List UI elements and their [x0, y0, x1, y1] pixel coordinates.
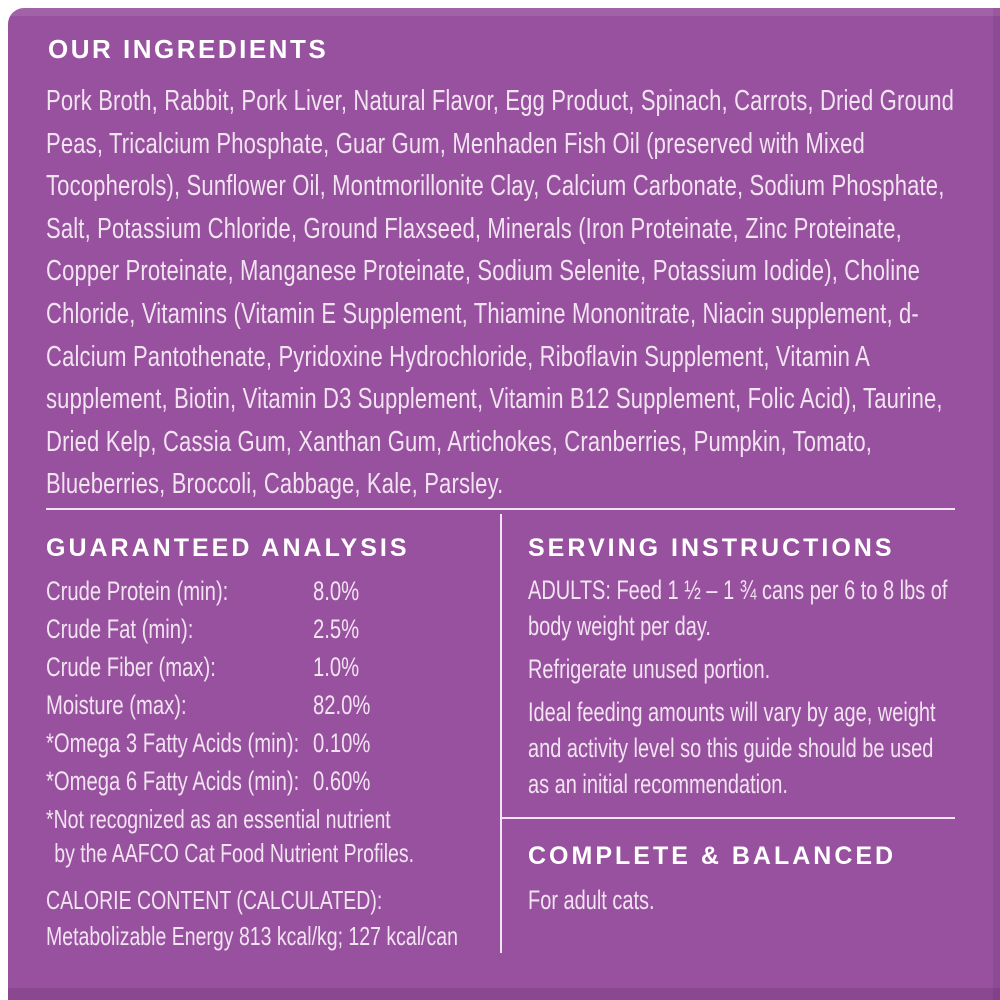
ingredients-section: Pork Broth, Rabbit, Pork Liver, Natural … — [46, 80, 966, 506]
analysis-label: Crude Protein (min): — [46, 576, 229, 606]
label-panel — [8, 8, 1000, 1000]
calorie-text: Metabolizable Energy 813 kcal/kg; 127 kc… — [46, 921, 458, 951]
complete-balanced-section: For adult cats. — [528, 882, 960, 918]
analysis-row: *Omega 6 Fatty Acids (min): 0.60% — [46, 762, 466, 800]
complete-balanced-text: For adult cats. — [528, 885, 655, 915]
analysis-footnote: *Not recognized as an essential nutrient… — [46, 802, 466, 870]
ingredients-heading: OUR INGREDIENTS — [48, 34, 329, 64]
complete-balanced-heading: COMPLETE & BALANCED — [528, 842, 897, 870]
analysis-label: *Omega 3 Fatty Acids (min): — [46, 728, 300, 758]
analysis-value: 82.0% — [313, 690, 371, 720]
serving-instructions-heading: SERVING INSTRUCTIONS — [528, 534, 895, 562]
analysis-label: Crude Fiber (max): — [46, 652, 216, 682]
analysis-value: 1.0% — [313, 652, 360, 682]
serving-paragraph-ideal: Ideal feeding amounts will vary by age, … — [528, 697, 936, 799]
calorie-heading: CALORIE CONTENT (CALCULATED): — [46, 885, 383, 915]
analysis-row: Crude Fat (min): 2.5% — [46, 610, 466, 648]
serving-paragraph-adults: ADULTS: Feed 1 ½ – 1 ¾ cans per 6 to 8 l… — [528, 575, 948, 641]
analysis-row: Moisture (max): 82.0% — [46, 686, 466, 724]
guaranteed-analysis-heading: GUARANTEED ANALYSIS — [46, 534, 410, 562]
analysis-row: Crude Protein (min): 8.0% — [46, 572, 466, 610]
analysis-value: 8.0% — [313, 576, 360, 606]
panel-bottom-edge — [8, 988, 1000, 1000]
analysis-value: 0.60% — [313, 766, 371, 796]
analysis-value: 0.10% — [313, 728, 371, 758]
section-divider-horizontal — [46, 508, 955, 510]
complete-balanced-divider — [500, 817, 955, 819]
analysis-footnote-line1: *Not recognized as an essential nutrient — [46, 804, 391, 834]
analysis-row: *Omega 3 Fatty Acids (min): 0.10% — [46, 724, 466, 762]
panel-right-edge — [993, 8, 1000, 1000]
calorie-content: CALORIE CONTENT (CALCULATED): Metaboliza… — [46, 882, 466, 954]
guaranteed-analysis-section: Crude Protein (min): 8.0% Crude Fat (min… — [46, 572, 476, 954]
panel-top-edge — [8, 8, 1000, 16]
ingredients-text: Pork Broth, Rabbit, Pork Liver, Natural … — [46, 85, 955, 501]
column-divider-vertical — [500, 514, 502, 953]
analysis-label: *Omega 6 Fatty Acids (min): — [46, 766, 300, 796]
analysis-value: 2.5% — [313, 614, 360, 644]
serving-paragraph-refrigerate: Refrigerate unused portion. — [528, 654, 771, 684]
analysis-footnote-line2: by the AAFCO Cat Food Nutrient Profiles. — [54, 838, 415, 868]
analysis-label: Crude Fat (min): — [46, 614, 194, 644]
analysis-label: Moisture (max): — [46, 690, 187, 720]
analysis-row: Crude Fiber (max): 1.0% — [46, 648, 466, 686]
serving-instructions-section: ADULTS: Feed 1 ½ – 1 ¾ cans per 6 to 8 l… — [528, 572, 960, 809]
